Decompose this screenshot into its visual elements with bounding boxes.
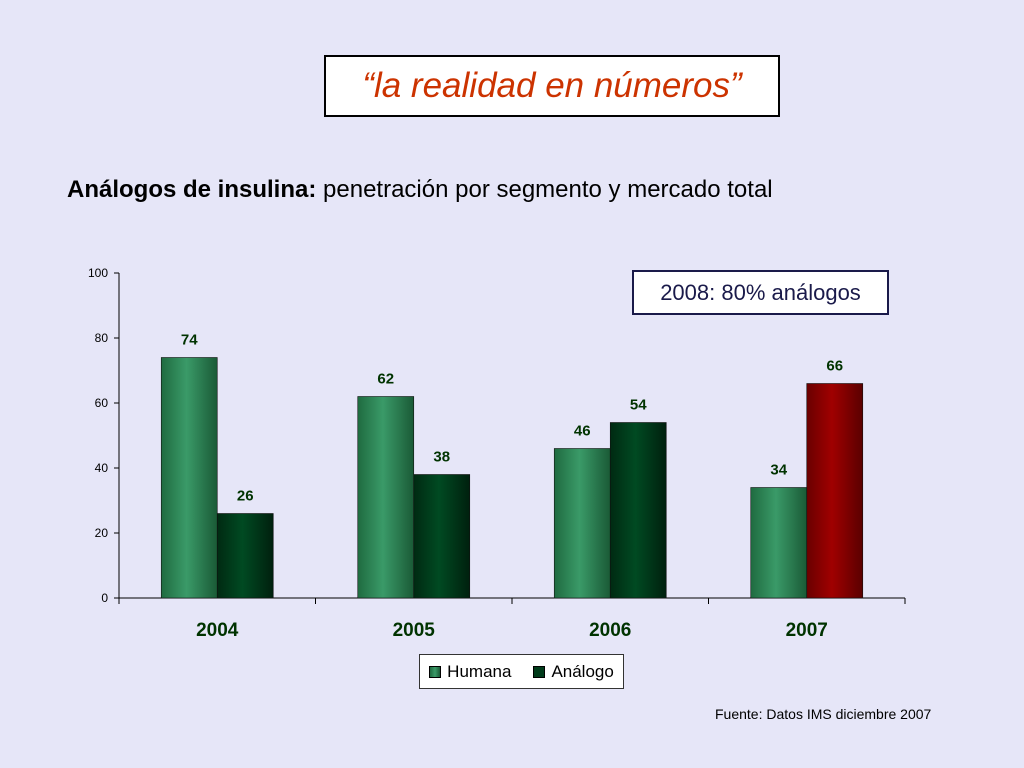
source-note: Fuente: Datos IMS diciembre 2007 [715, 706, 932, 722]
x-category-label-2004: 2004 [196, 620, 239, 641]
bar-humana-2006 [553, 448, 611, 599]
slide-title: “la realidad en números” [362, 66, 742, 105]
subtitle-rest: penetración por segmento y mercado total [316, 176, 773, 203]
y-tick-label-5: 100 [88, 266, 108, 280]
data-label-humana-2005: 62 [377, 371, 394, 388]
legend-label-analogo: Análogo [551, 661, 614, 681]
bar-humana-2005 [357, 396, 415, 599]
legend-swatch-humana [429, 665, 442, 678]
data-label-humana-2004: 74 [181, 332, 198, 349]
data-label-analogo-2004: 26 [237, 488, 254, 505]
y-tick-label-1: 20 [95, 526, 109, 540]
legend-swatch-analogo [533, 665, 546, 678]
data-label-humana-2007: 34 [770, 462, 787, 479]
bar-humana-2004 [160, 357, 218, 599]
bar-analogo-2006 [609, 422, 667, 599]
chart-subtitle: Análogos de insulina: penetración por se… [67, 176, 773, 204]
x-category-label-2005: 2005 [393, 620, 436, 641]
y-tick-label-0: 0 [101, 591, 108, 605]
legend-label-humana: Humana [447, 661, 512, 681]
y-tick-label-4: 80 [95, 331, 109, 345]
legend-item-analogo: Análogo [533, 661, 614, 682]
title-box: “la realidad en números” [324, 55, 780, 117]
data-label-humana-2006: 46 [574, 423, 591, 440]
legend-item-humana: Humana [429, 662, 511, 682]
bar-humana-2007 [750, 487, 808, 599]
data-label-analogo-2006: 54 [630, 397, 647, 414]
y-tick-label-3: 60 [95, 396, 109, 410]
bar-analogo-2005 [413, 474, 471, 599]
subtitle-bold: Análogos de insulina: [67, 176, 317, 203]
chart-legend: Humana Análogo [419, 654, 624, 689]
x-category-label-2007: 2007 [786, 620, 828, 641]
bar-analogo-2007 [806, 383, 864, 599]
y-tick-label-2: 40 [95, 461, 109, 475]
bar-analogo-2004 [216, 513, 274, 599]
data-label-analogo-2007: 66 [826, 358, 843, 375]
data-label-analogo-2005: 38 [433, 449, 450, 466]
annotation-box: 2008: 80% análogos [632, 270, 889, 315]
x-category-label-2006: 2006 [589, 620, 631, 641]
annotation-text: 2008: 80% análogos [660, 279, 861, 305]
